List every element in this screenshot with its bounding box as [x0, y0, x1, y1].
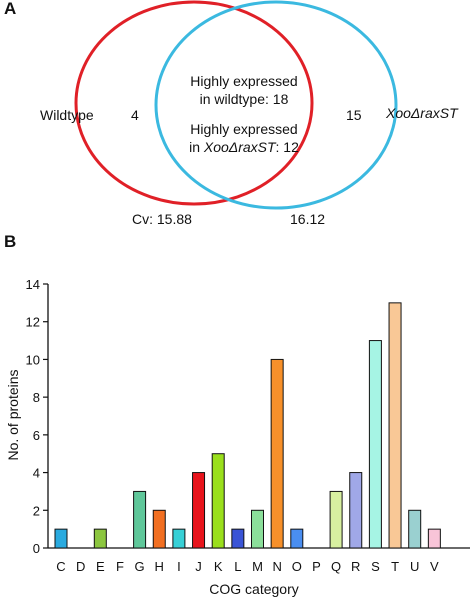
bar-E [93, 528, 107, 549]
bar-T [388, 302, 402, 549]
y-tick-label: 8 [33, 390, 40, 405]
x-tick-label-H: H [155, 559, 164, 574]
x-tick-label-I: I [177, 559, 181, 574]
y-tick-label: 0 [33, 541, 40, 556]
bar-S [368, 340, 382, 549]
bar-R [349, 472, 363, 549]
bar-K [211, 453, 225, 549]
x-tick-label-S: S [371, 559, 380, 574]
x-tick-label-G: G [135, 559, 145, 574]
x-tick-label-K: K [214, 559, 223, 574]
x-tick-label-V: V [430, 559, 439, 574]
x-tick-label-O: O [292, 559, 302, 574]
x-tick-label-F: F [116, 559, 124, 574]
bar-V [427, 528, 441, 549]
x-tick-label-L: L [234, 559, 241, 574]
x-tick-label-T: T [391, 559, 399, 574]
bar-L [231, 528, 245, 549]
bar-O [290, 528, 304, 549]
bar-M [251, 509, 264, 549]
cv-left: Cv: 15.88 [132, 211, 192, 227]
overlap-line-1: Highly expressed [190, 73, 297, 89]
y-tick-label: 10 [26, 352, 40, 367]
overlap-line-4-prefix: in [189, 139, 204, 155]
set-label-mutant: XooΔraxST [385, 105, 459, 121]
overlap-line-2: in wildtype: 18 [200, 91, 289, 107]
x-tick-label-M: M [252, 559, 263, 574]
x-tick-label-E: E [96, 559, 105, 574]
overlap-line-3: Highly expressed [190, 121, 297, 137]
x-axis-label: COG category [209, 581, 298, 597]
bar-G [133, 490, 147, 549]
bar-N [270, 358, 284, 549]
bar-J [192, 472, 206, 549]
y-tick-label: 12 [26, 315, 40, 330]
bar-H [152, 509, 166, 549]
x-tick-label-U: U [410, 559, 419, 574]
unique-count-mutant: 15 [346, 107, 362, 123]
y-axis-label: No. of proteins [5, 369, 21, 460]
chart-bars [54, 302, 441, 549]
x-tick-label-R: R [351, 559, 360, 574]
x-tick-label-P: P [312, 559, 321, 574]
venn-circle-mutant [154, 0, 398, 210]
x-tick-label-C: C [56, 559, 65, 574]
bar-C [54, 528, 68, 549]
bar-Q [329, 490, 343, 549]
chart-axes: 0 2 4 6 8 10 12 14 C D E F G H I J K L M N O P Q R S T U V [26, 277, 470, 574]
overlap-line-4-italic: XooΔraxST [203, 139, 277, 155]
y-tick-label: 2 [33, 503, 40, 518]
venn-circle-wildtype [74, 0, 314, 206]
panel-b-label: B [4, 232, 16, 251]
x-tick-label-J: J [195, 559, 202, 574]
y-tick-label: 6 [33, 428, 40, 443]
bar-I [172, 528, 186, 549]
unique-count-wildtype: 4 [131, 107, 139, 123]
y-tick-label: 14 [26, 277, 40, 292]
x-tick-label-N: N [272, 559, 281, 574]
bar-U [408, 509, 422, 549]
x-tick-label-Q: Q [331, 559, 341, 574]
x-tick-label-D: D [76, 559, 85, 574]
overlap-line-4: in XooΔraxST: 12 [189, 139, 299, 155]
set-label-wildtype: Wildtype [40, 107, 94, 123]
y-tick-label: 4 [33, 466, 40, 481]
panel-a-label: A [4, 0, 16, 18]
overlap-line-4-suffix: : 12 [276, 139, 300, 155]
cv-right: 16.12 [290, 211, 325, 227]
